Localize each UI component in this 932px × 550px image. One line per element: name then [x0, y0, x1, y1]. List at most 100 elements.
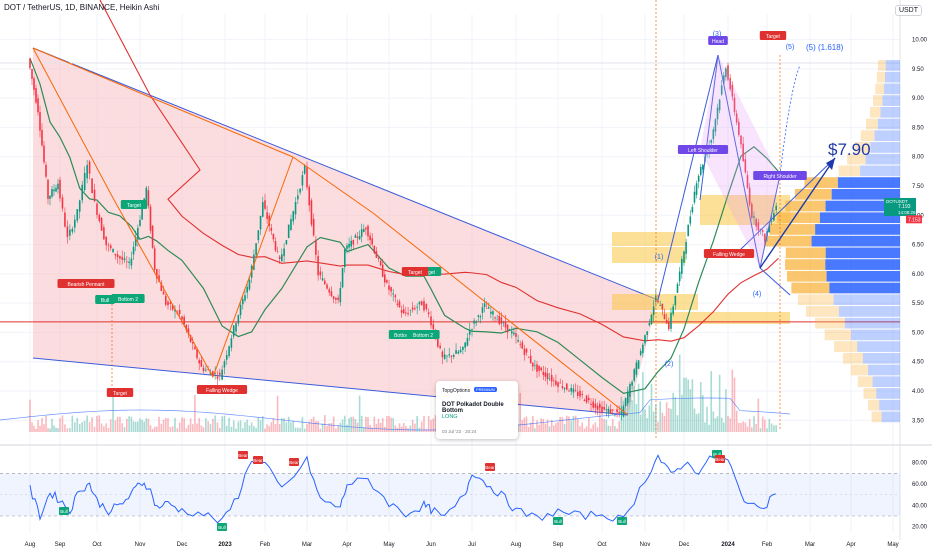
volume-bar: [143, 421, 145, 432]
candle-body: [500, 317, 503, 324]
candle-body: [253, 254, 255, 270]
currency-badge[interactable]: USDT: [894, 5, 922, 16]
candle-body: [519, 344, 521, 345]
candle-body: [232, 325, 235, 337]
volume-bar: [315, 420, 317, 432]
candle-body: [448, 354, 451, 356]
wave-line: [759, 267, 791, 296]
volume-bar: [657, 421, 659, 432]
candle-body: [464, 342, 466, 348]
profile-bar-orange: [863, 388, 877, 399]
price-symbol-label: DOTUSDT: [886, 199, 908, 204]
volume-bar: [434, 415, 437, 432]
candle-body: [534, 365, 536, 367]
candle-body: [455, 350, 457, 354]
volume-bar: [394, 425, 397, 432]
volume-bar: [187, 424, 190, 432]
rsi-signal-bg: [238, 451, 248, 459]
volume-bar: [69, 428, 71, 432]
candle-body: [496, 319, 498, 321]
candle-body: [153, 248, 156, 270]
volume-bar: [674, 397, 677, 432]
candle-body: [244, 295, 246, 301]
candle-body: [755, 218, 757, 227]
candle-body: [563, 388, 566, 390]
pattern-label: Falling Wedge: [713, 252, 745, 258]
rsi-signal-label: Bull: [60, 509, 68, 514]
candle-body: [183, 316, 185, 325]
candle-body: [676, 284, 679, 293]
candle-body: [561, 386, 564, 388]
candle-body: [483, 303, 486, 307]
volume-bar: [381, 418, 384, 432]
volume-bar: [330, 423, 333, 432]
volume-bar: [542, 418, 545, 432]
candle-body: [107, 244, 110, 246]
volume-bar: [432, 418, 435, 432]
volume-bar: [538, 425, 540, 432]
volume-bar: [248, 425, 251, 432]
volume-bar: [642, 372, 644, 432]
volume-bar: [198, 418, 200, 432]
candle-body: [290, 219, 292, 230]
candle-body: [312, 218, 315, 236]
ma-slow-line: [99, 0, 779, 342]
candle-body: [559, 382, 561, 384]
rsi-signal-label: Bull: [554, 519, 562, 524]
candle-body: [466, 338, 469, 346]
rsi-signal-label: Bull: [713, 452, 721, 457]
candle-body: [746, 175, 749, 188]
pattern-trendline: [32, 47, 114, 199]
candle-body: [725, 68, 727, 77]
volume-bar: [207, 421, 209, 432]
volume-bar: [683, 377, 685, 432]
volume-bar: [609, 426, 612, 432]
volume-bar: [678, 354, 681, 432]
candle-body: [169, 302, 172, 304]
rsi-pane: [0, 454, 900, 524]
volume-bar: [100, 423, 103, 432]
time-tick-label: Mar: [805, 542, 815, 548]
candle-body: [151, 225, 154, 248]
time-tick-label: May: [383, 542, 394, 548]
volume-bar: [546, 419, 549, 432]
price-tick-label: 8.00: [912, 155, 924, 161]
candle-body: [198, 360, 200, 364]
candle-body: [757, 222, 760, 231]
rsi-signal-label: Bear: [253, 458, 263, 463]
candle-body: [659, 305, 661, 306]
candle-body: [317, 255, 319, 276]
volume-bar: [390, 417, 392, 432]
projection-path: [779, 64, 801, 176]
volume-bar: [109, 419, 112, 432]
volume-bar: [652, 411, 655, 432]
volume-bar: [430, 419, 432, 432]
volume-bar: [141, 419, 143, 432]
volume-bar: [189, 418, 192, 432]
profile-bar-blue: [879, 399, 900, 411]
candle-body: [379, 261, 382, 266]
volume-bar: [527, 426, 530, 432]
volume-bar: [402, 422, 405, 432]
candle-body: [335, 297, 337, 300]
volume-bar: [659, 401, 661, 432]
price-tick-label: 3.50: [912, 418, 924, 424]
volume-bar: [557, 421, 559, 432]
candle-body: [731, 84, 734, 97]
candle-body: [276, 250, 279, 252]
idea-card[interactable]: TopgOptions PREMIUM DOT Polkadot Double …: [436, 381, 518, 439]
volume-bar: [261, 416, 264, 432]
candle-body: [629, 383, 631, 397]
volume-bar: [521, 420, 524, 432]
candle-body: [266, 212, 268, 220]
candle-body: [611, 409, 614, 411]
volume-bar: [579, 426, 581, 432]
ma-price-tag: [906, 215, 922, 224]
candle-body: [468, 329, 471, 335]
volume-bar: [221, 416, 223, 432]
time-tick-label: Oct: [92, 542, 102, 548]
candle-body: [723, 75, 725, 84]
candle-body: [388, 285, 390, 290]
candle-body: [761, 230, 764, 232]
